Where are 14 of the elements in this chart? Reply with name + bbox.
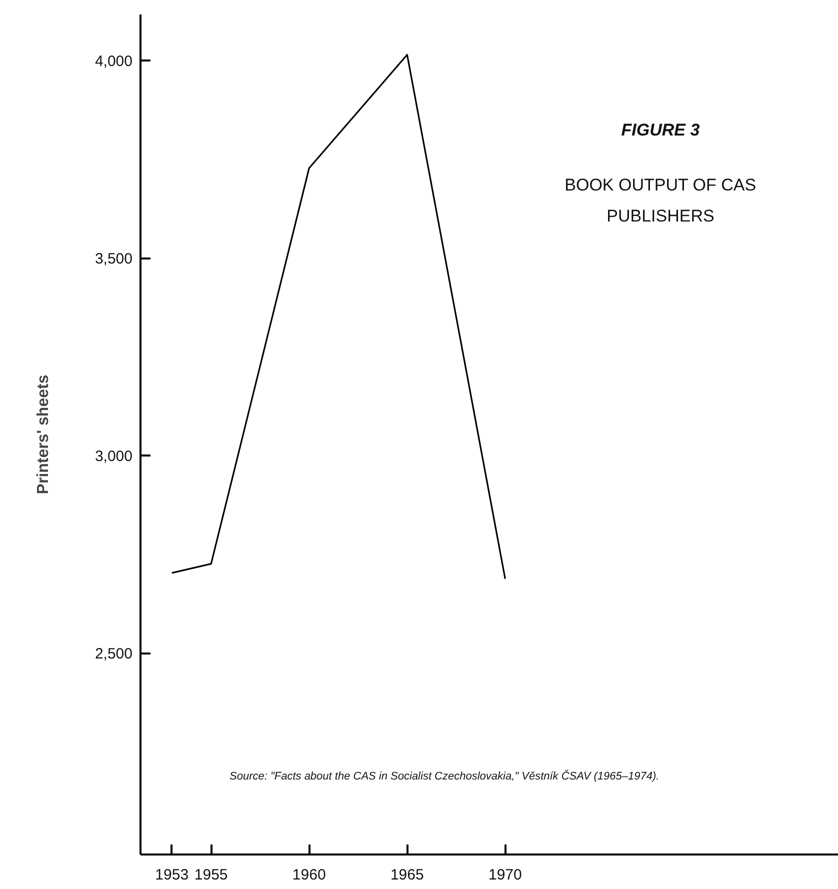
text: BOOK OUTPUT OF CAS PUBLISHERS <box>564 176 756 226</box>
y-tick-label: 2,500 <box>94 646 133 663</box>
x-tick-label: 1970 <box>488 866 522 884</box>
annotation: Source: "Facts about the CAS in Socialist Czechoslovakia," Věstník ČSAV (1965–1974). <box>230 770 660 782</box>
x-tick-label: 1960 <box>292 866 326 884</box>
x-tick-label: 1965 <box>390 866 424 884</box>
y-tick-label: 3,000 <box>94 448 133 466</box>
x-tick-label: 1953 <box>155 866 189 884</box>
y-axis-title: Printers' sheets <box>34 374 52 494</box>
y-tick-label: 3,500 <box>94 250 133 268</box>
y-tick-label: 4,000 <box>94 53 133 70</box>
text: FIGURE 3 <box>621 120 700 140</box>
x-tick-label: 1955 <box>194 866 228 884</box>
line-series <box>171 54 506 580</box>
